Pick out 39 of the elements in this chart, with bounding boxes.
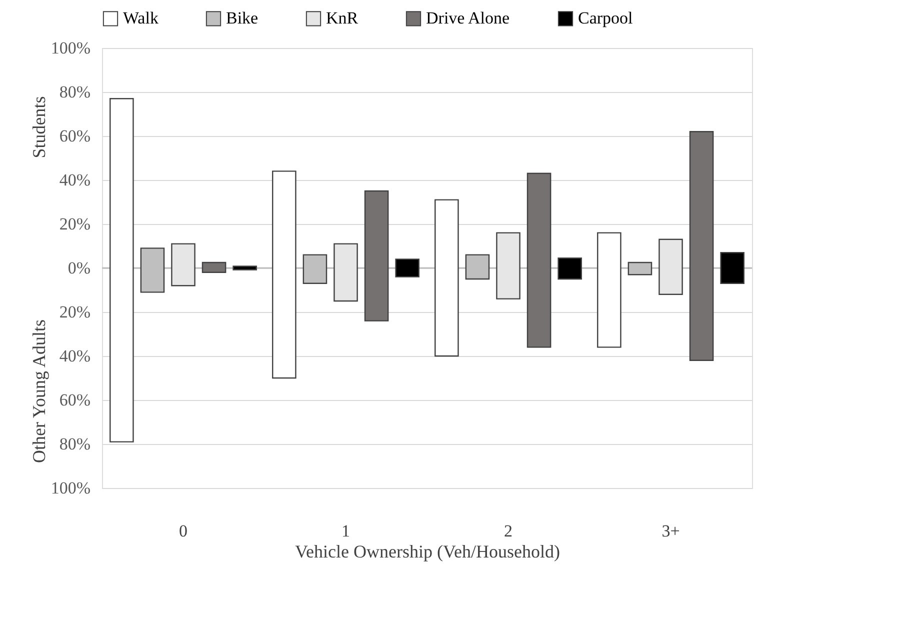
text: Other Young Adults (29, 319, 49, 463)
text: Students (29, 96, 49, 158)
x-tick-label: 0 (179, 522, 188, 540)
y-tick-label: 100% (50, 38, 90, 58)
legend-label: Carpool (578, 8, 634, 28)
y-tick-label: 80% (59, 434, 90, 454)
y-tick-label: 60% (59, 126, 90, 146)
y-tick-label: 40% (59, 170, 90, 190)
x-tick-label: 3+ (662, 522, 680, 540)
bar (202, 262, 226, 273)
legend-label: Bike (226, 8, 258, 28)
y-tick-label: 40% (59, 346, 90, 366)
bar (334, 243, 358, 302)
bar (597, 232, 622, 348)
y-tick-label: 20% (59, 214, 90, 234)
y-tick-label: 20% (59, 302, 90, 322)
bar (434, 199, 459, 357)
bar (395, 258, 420, 278)
bar (171, 243, 196, 286)
bar (272, 170, 296, 379)
y-tick-label: 80% (59, 82, 90, 102)
bar (720, 252, 744, 284)
y-tick-label: 0% (68, 258, 90, 278)
x-axis-title: Vehicle Ownership (Veh/Household) (295, 542, 560, 562)
bar (364, 190, 389, 322)
bar (658, 238, 683, 295)
bar (496, 232, 520, 300)
legend-label: Walk (123, 8, 159, 28)
legend-label: KnR (326, 8, 359, 28)
bar (110, 98, 134, 442)
bar (558, 258, 582, 280)
x-tick-label: 1 (342, 522, 350, 540)
bar (689, 131, 714, 361)
y-tick-label: 60% (59, 390, 90, 410)
bar (526, 172, 552, 348)
x-tick-label: 2 (504, 522, 512, 540)
y-tick-label: 100% (50, 478, 90, 498)
bar (232, 266, 257, 270)
legend-label: Drive Alone (426, 8, 510, 28)
